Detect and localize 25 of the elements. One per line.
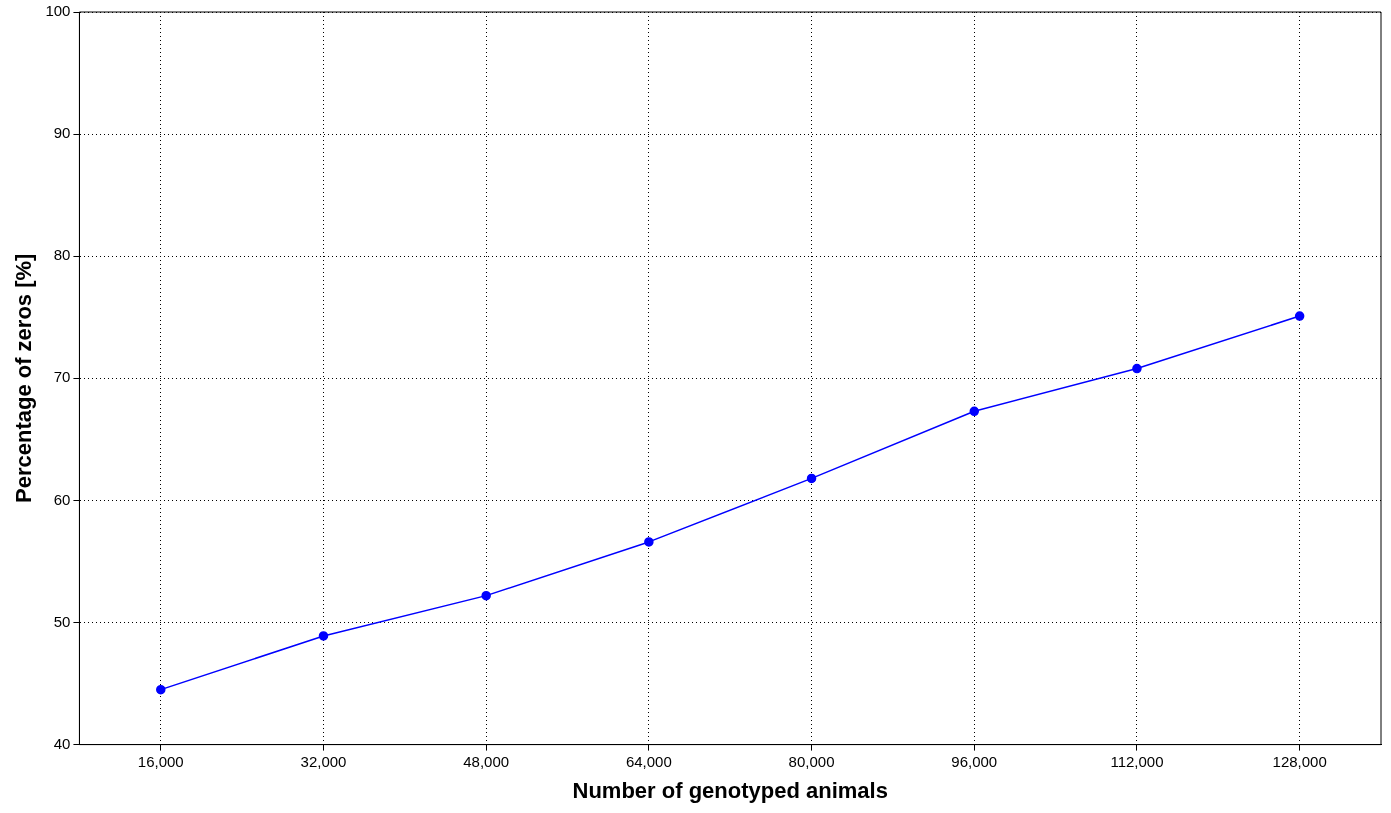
y-tick-label: 100 <box>45 2 71 20</box>
point <box>156 684 166 695</box>
point <box>806 473 817 484</box>
x-tick-label: 48,000 <box>463 752 510 770</box>
point <box>318 631 329 641</box>
x-tick-label: 96,000 <box>951 752 998 770</box>
y-tick-label: 40 <box>53 734 71 752</box>
x-tick-label: 64,000 <box>625 752 672 770</box>
y-tick-label: 70 <box>53 368 71 386</box>
x-tick-label: 112,000 <box>1110 752 1164 770</box>
y-tick-label: 60 <box>53 490 71 508</box>
x-tick-label: 32,000 <box>300 752 347 770</box>
x-tick-label: 16,000 <box>137 752 184 770</box>
x-tick-label: 80,000 <box>788 752 835 770</box>
point <box>1132 363 1142 374</box>
x-tick-label: 128,000 <box>1272 752 1327 770</box>
x-axis-title: Number of genotyped animals <box>572 777 888 803</box>
point <box>644 537 654 547</box>
point <box>1294 311 1305 321</box>
y-tick-label: 90 <box>53 124 71 142</box>
y-tick-label: 50 <box>53 612 71 630</box>
point <box>969 406 980 417</box>
y-tick-label: 80 <box>53 246 71 264</box>
y-axis-title: Percentage of zeros [%] <box>11 253 37 503</box>
point <box>481 590 491 601</box>
